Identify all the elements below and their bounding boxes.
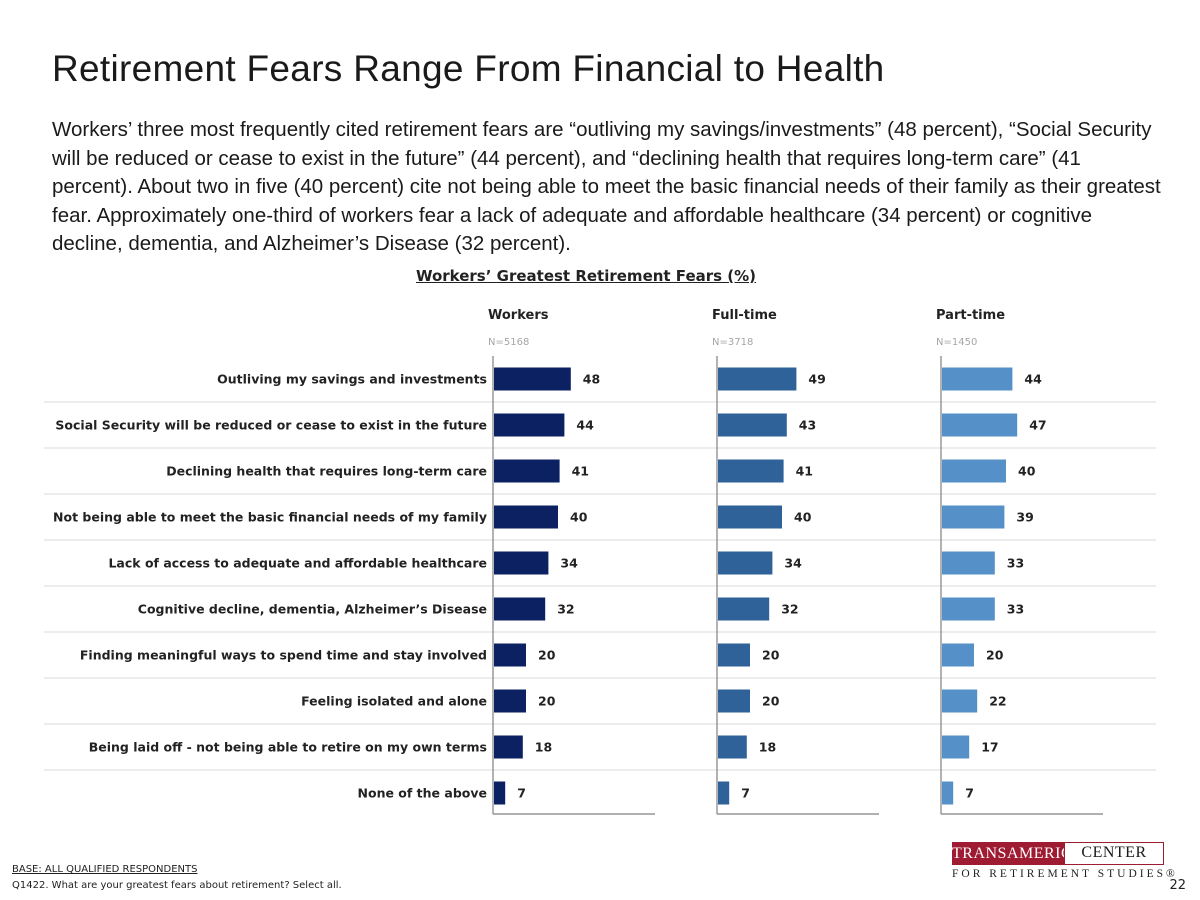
bar <box>718 781 730 805</box>
bar <box>718 689 750 713</box>
data-label: 43 <box>799 418 816 433</box>
data-label: 20 <box>538 694 556 709</box>
data-label: 32 <box>781 602 798 617</box>
base-label: BASE: ALL QUALIFIED RESPONDENTS <box>12 864 198 875</box>
data-label: 33 <box>1007 556 1024 571</box>
bar <box>494 459 560 483</box>
bar <box>494 505 558 529</box>
bar <box>494 367 571 391</box>
series-header: Full-time <box>712 308 777 323</box>
question-note: Q1422. What are your greatest fears abou… <box>12 880 342 891</box>
data-label: 7 <box>517 786 526 801</box>
bar <box>494 597 546 621</box>
data-label: 34 <box>784 556 802 571</box>
data-label: 48 <box>583 372 600 387</box>
intro-paragraph: Workers’ three most frequently cited ret… <box>52 118 1161 255</box>
logo-subtitle: FOR RETIREMENT STUDIES® <box>952 868 1178 880</box>
bar <box>718 643 750 667</box>
data-label: 39 <box>1016 510 1033 525</box>
data-label: 47 <box>1029 418 1046 433</box>
category-label: Cognitive decline, dementia, Alzheimer’s… <box>138 602 487 617</box>
category-label: Finding meaningful ways to spend time an… <box>80 648 487 663</box>
series-header: Part-time <box>936 308 1005 323</box>
data-label: 41 <box>572 464 589 479</box>
bar <box>494 551 549 575</box>
category-label: Not being able to meet the basic financi… <box>53 510 487 525</box>
page-number: 22 <box>1169 878 1186 893</box>
data-label: 20 <box>986 648 1004 663</box>
bar <box>494 735 523 759</box>
bar <box>942 459 1006 483</box>
bar <box>718 551 773 575</box>
data-label: 20 <box>762 694 780 709</box>
data-label: 18 <box>535 740 552 755</box>
bar <box>718 735 747 759</box>
bar <box>494 781 506 805</box>
bar <box>718 505 782 529</box>
bar <box>942 367 1013 391</box>
data-label: 32 <box>557 602 574 617</box>
data-label: 22 <box>989 694 1006 709</box>
bar <box>942 413 1018 437</box>
data-label: 18 <box>759 740 776 755</box>
category-label: Social Security will be reduced or cease… <box>55 418 487 433</box>
logo-left-text: TRANSAMERICA <box>952 842 1084 865</box>
data-label: 20 <box>538 648 556 663</box>
series-header: Workers <box>488 308 549 323</box>
data-label: 7 <box>965 786 974 801</box>
data-label: 34 <box>560 556 578 571</box>
category-label: Feeling isolated and alone <box>301 694 487 709</box>
data-label: 40 <box>794 510 812 525</box>
bar <box>942 781 954 805</box>
chart-title: Workers’ Greatest Retirement Fears (%) <box>415 267 757 285</box>
data-label: 44 <box>1024 372 1042 387</box>
data-label: 41 <box>796 464 813 479</box>
bar <box>718 367 797 391</box>
series-sample-size: N=3718 <box>712 337 753 348</box>
bar <box>494 643 526 667</box>
bar <box>942 643 974 667</box>
series-sample-size: N=1450 <box>936 337 977 348</box>
category-label: None of the above <box>358 786 487 801</box>
bar <box>718 413 787 437</box>
data-label: 33 <box>1007 602 1024 617</box>
bar <box>942 689 978 713</box>
bar <box>718 459 784 483</box>
data-label: 49 <box>808 372 825 387</box>
data-label: 17 <box>981 740 998 755</box>
bar <box>494 689 526 713</box>
bar <box>718 597 770 621</box>
category-label: Outliving my savings and investments <box>217 372 487 387</box>
page-title: Retirement Fears Range From Financial to… <box>52 48 885 89</box>
series-sample-size: N=5168 <box>488 337 529 348</box>
bar <box>942 551 995 575</box>
data-label: 40 <box>1018 464 1036 479</box>
logo-right-text: CENTER <box>1064 842 1164 865</box>
bar <box>942 597 995 621</box>
bar <box>494 413 565 437</box>
bar <box>942 735 970 759</box>
data-label: 7 <box>741 786 750 801</box>
category-label: Declining health that requires long-term… <box>166 464 487 479</box>
category-label: Lack of access to adequate and affordabl… <box>108 556 487 571</box>
category-label: Being laid off - not being able to retir… <box>89 740 487 755</box>
transamerica-logo: TRANSAMERICA CENTER FOR RETIREMENT STUDI… <box>952 842 1178 882</box>
data-label: 40 <box>570 510 588 525</box>
data-label: 44 <box>576 418 594 433</box>
bar <box>942 505 1005 529</box>
data-label: 20 <box>762 648 780 663</box>
